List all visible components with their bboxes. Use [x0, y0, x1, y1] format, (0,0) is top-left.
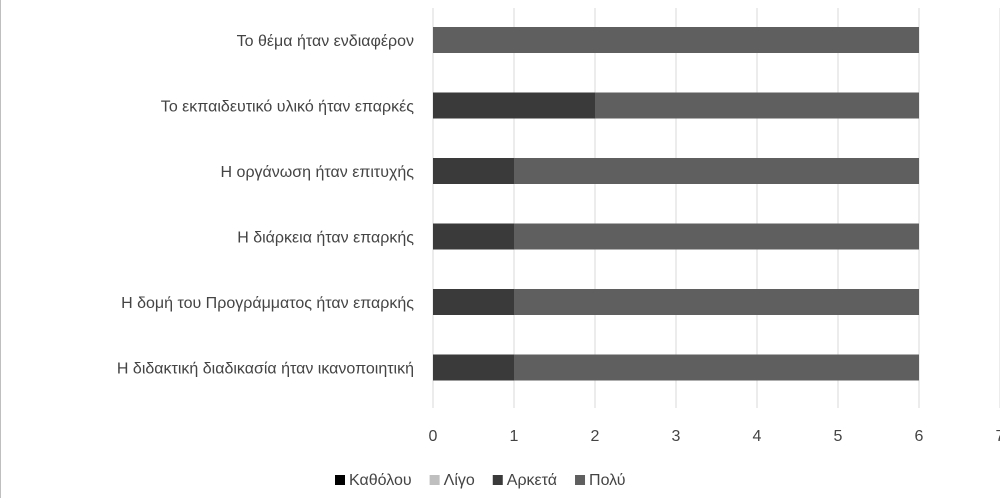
x-tick-labels: 0 1 2 3 4 5 6 7: [429, 428, 1000, 445]
category-labels: Το θέμα ήταν ενδιαφέρον Το εκπαιδευτικό υ…: [117, 33, 414, 378]
x-tick-label: 4: [753, 428, 762, 445]
x-tick-label: 5: [834, 428, 843, 445]
legend-swatch: [335, 475, 345, 485]
bar-segment: [514, 158, 919, 184]
category-label: Το θέμα ήταν ενδιαφέρον: [237, 33, 414, 50]
category-label: Η διάρκεια ήταν επαρκής: [237, 230, 414, 247]
x-tick-label: 0: [429, 428, 438, 445]
x-tick-label: 1: [510, 428, 519, 445]
x-tick-label: 6: [915, 428, 924, 445]
legend-label: Αρκετά: [507, 472, 557, 489]
legend-label: Πολύ: [589, 472, 626, 489]
bar-segment: [433, 158, 514, 184]
bar-segment: [433, 92, 595, 119]
bar-segment: [514, 354, 919, 381]
x-tick-label: 2: [591, 428, 600, 445]
legend: Καθόλου Λίγο Αρκετά Πολύ: [335, 472, 626, 489]
bar-segment: [595, 92, 919, 119]
x-tick-label: 3: [672, 428, 681, 445]
gridlines: [432, 8, 1000, 408]
legend-label: Καθόλου: [349, 472, 412, 489]
legend-swatch: [429, 475, 440, 485]
category-label: Η διδακτική διαδικασία ήταν ικανοποιητικ…: [117, 361, 414, 378]
legend-label: Λίγο: [444, 472, 475, 489]
bar-segment: [514, 289, 919, 315]
category-label: Το εκπαιδευτικό υλικό ήταν επαρκές: [161, 99, 414, 116]
bars: [433, 27, 919, 381]
chart-left-border: [0, 0, 1, 498]
bar-segment: [433, 27, 919, 53]
bar-segment: [433, 223, 514, 250]
legend-swatch: [575, 475, 586, 485]
bar-segment: [433, 289, 514, 315]
x-tick-label: 7: [996, 428, 1000, 445]
legend-swatch: [492, 475, 503, 485]
category-label: Η οργάνωση ήταν επιτυχής: [221, 164, 415, 181]
category-label: Η δομή του Προγράμματος ήταν επαρκής: [121, 295, 414, 312]
bar-segment: [433, 354, 514, 381]
bar-segment: [514, 223, 919, 250]
